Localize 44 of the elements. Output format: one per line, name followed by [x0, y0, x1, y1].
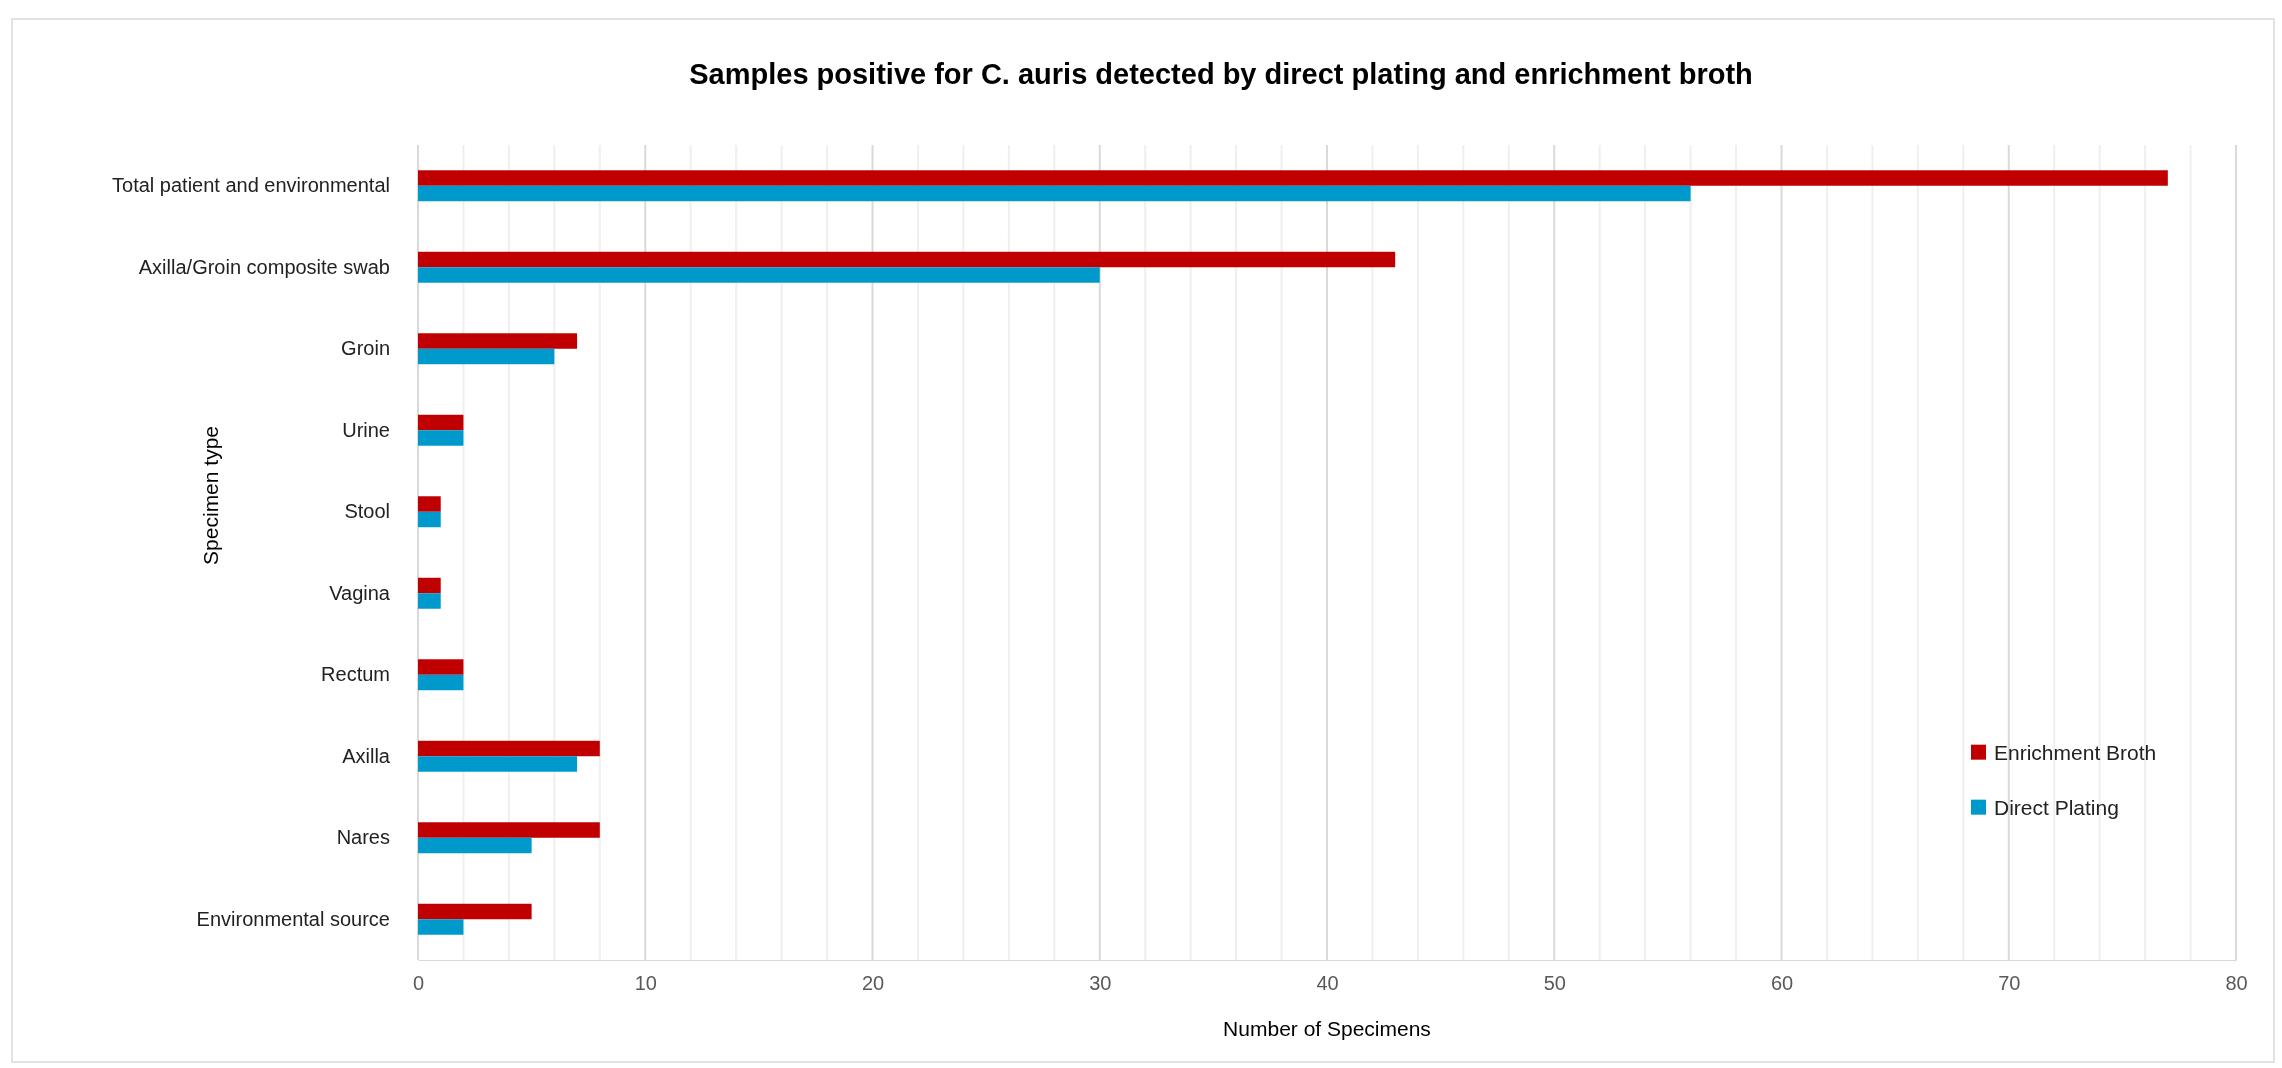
x-tick-label: 80 — [2225, 972, 2248, 995]
bar — [418, 674, 464, 691]
y-tick-label: Axilla/Groin composite swab — [138, 255, 390, 278]
y-tick-label: Nares — [336, 826, 390, 849]
bar — [418, 170, 2168, 186]
bar — [418, 659, 464, 675]
bar — [418, 511, 441, 528]
y-tick-label: Total patient and environmental — [112, 174, 390, 197]
bar — [418, 251, 1396, 268]
y-tick-label: Groin — [341, 337, 390, 360]
bar — [418, 414, 464, 431]
bar — [418, 756, 578, 772]
x-axis-title: Number of Specimens — [1223, 1017, 1431, 1040]
bar — [418, 837, 532, 854]
y-tick-label: Axilla — [342, 744, 391, 767]
x-tick-label: 10 — [634, 972, 657, 995]
y-tick-label: Rectum — [321, 663, 390, 686]
bar — [418, 348, 555, 365]
y-axis-title: Specimen type — [199, 425, 222, 565]
legend-label: Enrichment Broth — [1994, 740, 2157, 764]
bar — [418, 267, 1100, 283]
bar — [418, 333, 578, 349]
x-tick-label: 70 — [1998, 972, 2021, 995]
x-tick-label: 40 — [1316, 972, 1339, 995]
bar — [418, 593, 441, 609]
bar — [418, 185, 1691, 202]
y-tick-label: Vagina — [329, 581, 391, 604]
bar — [418, 822, 600, 838]
bar — [418, 496, 441, 512]
x-tick-label: 50 — [1543, 972, 1566, 995]
x-tick-label: 20 — [861, 972, 885, 995]
x-tick-label: 30 — [1089, 972, 1112, 995]
y-tick-label: Stool — [344, 500, 390, 523]
bar — [418, 577, 441, 594]
bar — [418, 919, 464, 935]
chart-title: Samples positive for C. auris detected by direct plating and enrichment broth — [689, 58, 1753, 90]
legend-label: Direct Plating — [1994, 795, 2119, 819]
bar — [418, 430, 464, 446]
x-tick-label: 60 — [1770, 972, 1794, 995]
y-tick-label: Environmental source — [196, 907, 390, 930]
y-tick-label: Urine — [342, 418, 390, 441]
bar — [418, 740, 600, 757]
x-tick-label: 0 — [412, 972, 425, 995]
bar — [418, 903, 532, 920]
